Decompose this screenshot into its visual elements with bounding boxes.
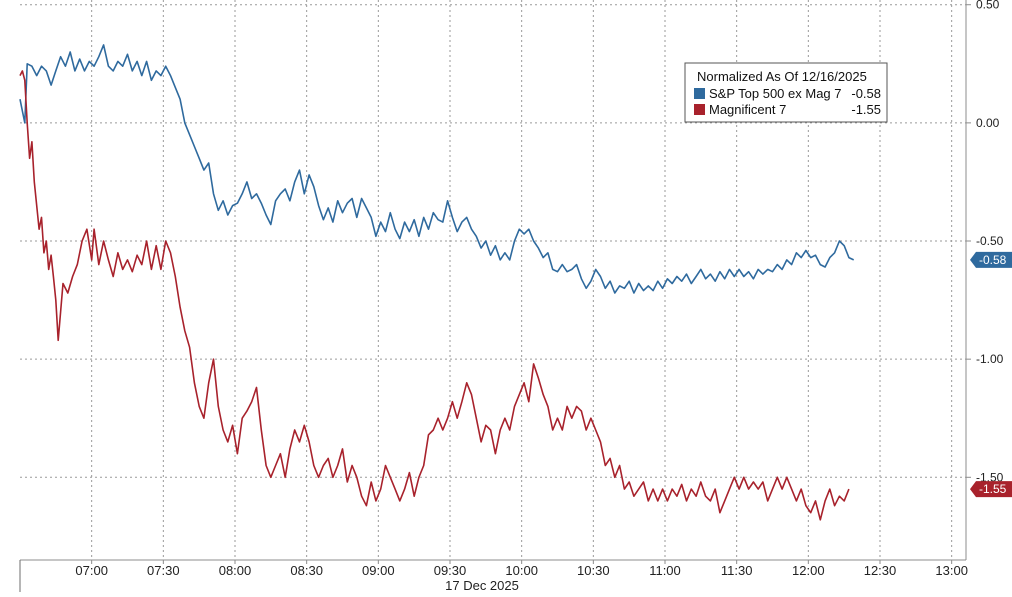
x-tick-label: 12:30 — [864, 563, 897, 578]
legend-swatch-sp500 — [694, 88, 705, 99]
x-tick-label: 08:00 — [219, 563, 252, 578]
x-tick-label: 09:30 — [434, 563, 467, 578]
legend-label-sp500: S&P Top 500 ex Mag 7 — [709, 86, 842, 101]
axes: 17 Dec 2025 07:00 07:30 08:00 08:30 09:00 09:… — [19, 0, 1004, 593]
y-tick-label: -0.50 — [976, 234, 1004, 248]
series-line-sp500-ex-mag7 — [19, 44, 855, 294]
last-value-labels: -0.58 -1.55 — [970, 251, 1012, 498]
series-lines — [19, 44, 855, 521]
y-tick-label: 0.50 — [976, 0, 1000, 12]
x-axis-label: 17 Dec 2025 — [445, 578, 519, 592]
grid — [20, 0, 966, 560]
legend-swatch-mag7 — [694, 104, 705, 115]
last-value-label: -1.55 — [979, 482, 1007, 496]
y-tick-label: -1.50 — [976, 470, 1004, 484]
last-value-tag — [970, 481, 1012, 498]
x-tick-label: 11:30 — [721, 563, 753, 578]
legend-label-mag7: Magnificent 7 — [709, 102, 786, 117]
legend-box — [684, 62, 888, 123]
series-line-magnificent-7 — [19, 70, 850, 521]
x-tick-label: 12:00 — [792, 563, 825, 578]
x-tick-label: 07:30 — [147, 563, 180, 578]
legend-value-mag7: -1.55 — [851, 102, 881, 117]
last-value-label: -0.58 — [979, 253, 1007, 267]
x-tick-label: 10:30 — [577, 563, 610, 578]
legend-title: Normalized As Of 12/16/2025 — [697, 69, 867, 84]
y-tick-label: -1.00 — [976, 352, 1004, 366]
last-value-marker: -1.55 — [970, 481, 1012, 498]
x-tick-label: 08:30 — [290, 563, 323, 578]
x-tick-label: 10:00 — [505, 563, 538, 578]
x-tick-label: 13:00 — [935, 563, 968, 578]
x-tick-label: 11:00 — [649, 563, 681, 578]
y-tick-label: 0.00 — [976, 116, 1000, 130]
last-value-marker: -0.58 — [970, 251, 1012, 268]
legend-value-sp500: -0.58 — [851, 86, 881, 101]
x-tick-label: 07:00 — [75, 563, 108, 578]
x-tick-label: 09:00 — [362, 563, 395, 578]
legend: Normalized As Of 12/16/2025 S&P Top 500 … — [684, 62, 888, 123]
last-value-tag — [970, 251, 1012, 268]
